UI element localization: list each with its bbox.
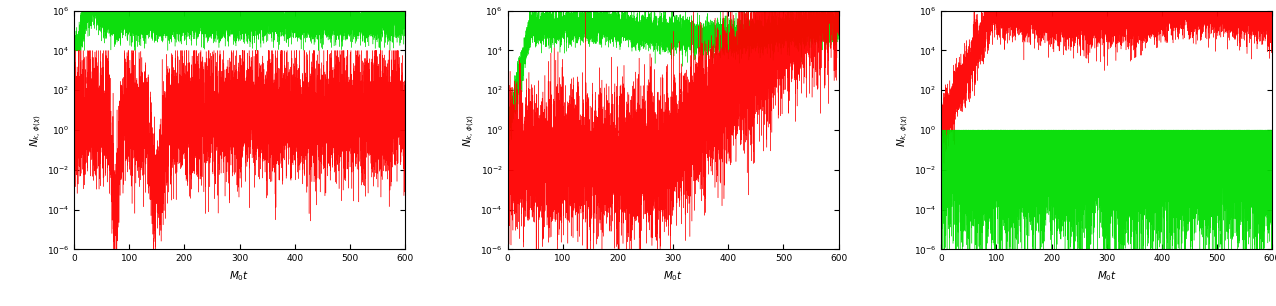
X-axis label: $M_0t$: $M_0t$	[230, 269, 250, 283]
Y-axis label: $N_{k,\,\phi(\chi)}$: $N_{k,\,\phi(\chi)}$	[28, 114, 43, 147]
Y-axis label: $N_{k,\,\phi(\chi)}$: $N_{k,\,\phi(\chi)}$	[896, 114, 911, 147]
X-axis label: $M_0t$: $M_0t$	[1096, 269, 1116, 283]
X-axis label: $M_0t$: $M_0t$	[664, 269, 683, 283]
Y-axis label: $N_{k,\,\phi(\chi)}$: $N_{k,\,\phi(\chi)}$	[462, 114, 477, 147]
